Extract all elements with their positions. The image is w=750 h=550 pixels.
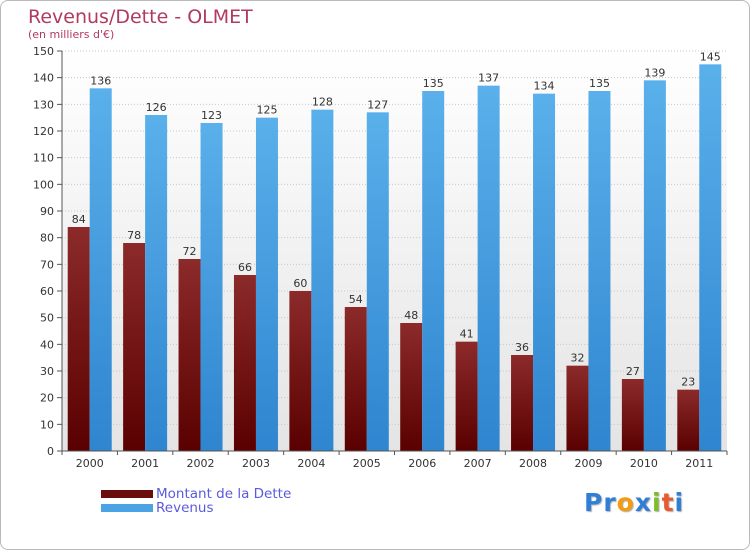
bar-dette	[233, 275, 256, 451]
x-tick-label: 2011	[685, 457, 713, 470]
logo-letter: i	[652, 488, 662, 517]
logo-letter: x	[634, 488, 652, 517]
x-tick-label: 2004	[297, 457, 325, 470]
logo-letter: r	[603, 488, 617, 517]
y-tick-label: 0	[47, 445, 54, 458]
data-label-revenus: 139	[644, 66, 665, 79]
bar-revenus	[145, 115, 168, 451]
bar-dette	[621, 379, 644, 451]
y-tick-label: 120	[33, 125, 54, 138]
legend-swatch-dette	[101, 490, 153, 498]
logo-letter: o	[616, 488, 635, 517]
data-label-revenus: 136	[90, 74, 111, 87]
bar-revenus	[366, 112, 389, 451]
bar-dette	[178, 259, 201, 451]
x-tick-label: 2002	[187, 457, 215, 470]
legend-label-revenus: Revenus	[156, 500, 214, 516]
chart-subtitle: (en milliers d'€)	[28, 28, 115, 41]
bar-revenus	[699, 64, 722, 452]
data-label-revenus: 137	[478, 72, 499, 85]
y-tick-label: 140	[33, 72, 54, 85]
bar-revenus	[200, 123, 223, 451]
x-tick-label: 2005	[353, 457, 381, 470]
bar-dette	[344, 307, 367, 451]
bar-dette	[566, 365, 589, 451]
data-label-revenus: 128	[312, 96, 333, 109]
bar-revenus	[477, 85, 500, 452]
logo-letter: i	[674, 488, 685, 517]
data-label-dette: 32	[570, 352, 584, 365]
bar-dette	[289, 291, 312, 451]
data-label-revenus: 135	[423, 77, 444, 90]
bar-revenus	[311, 109, 334, 452]
y-tick-label: 110	[33, 152, 54, 165]
y-tick-label: 130	[33, 98, 54, 111]
data-label-dette: 60	[293, 277, 307, 290]
y-tick-label: 100	[33, 178, 54, 191]
data-label-dette: 41	[460, 328, 474, 341]
y-tick-label: 150	[33, 45, 54, 58]
data-label-dette: 72	[183, 245, 197, 258]
x-tick-label: 2006	[408, 457, 436, 470]
bar-revenus	[533, 93, 556, 452]
proxiti-logo: Proxiti	[584, 488, 684, 517]
data-label-revenus: 134	[534, 80, 555, 93]
data-label-dette: 27	[626, 365, 640, 378]
data-label-revenus: 126	[146, 101, 167, 114]
bar-dette	[511, 355, 534, 451]
x-tick-label: 2010	[630, 457, 658, 470]
bar-dette	[400, 323, 423, 451]
plot-area	[62, 51, 727, 451]
y-tick-label: 30	[40, 365, 54, 378]
bar-dette	[677, 389, 700, 451]
data-label-revenus: 125	[256, 104, 277, 117]
data-label-dette: 54	[349, 293, 363, 306]
y-tick-label: 70	[40, 258, 54, 271]
y-tick-label: 20	[40, 392, 54, 405]
x-tick-label: 2008	[519, 457, 547, 470]
bar-dette	[455, 341, 478, 451]
x-tick-label: 2001	[131, 457, 159, 470]
x-tick-label: 2003	[242, 457, 270, 470]
bar-revenus	[643, 80, 666, 451]
data-label-revenus: 145	[700, 50, 721, 63]
logo-letter: t	[661, 488, 675, 517]
logo-letter: P	[584, 488, 604, 517]
bar-revenus	[422, 91, 445, 451]
data-label-dette: 78	[127, 229, 141, 242]
data-label-dette: 48	[404, 309, 418, 322]
data-label-revenus: 127	[367, 98, 388, 111]
bar-revenus	[255, 117, 278, 452]
y-tick-label: 90	[40, 205, 54, 218]
chart-title: Revenus/Dette - OLMET	[28, 6, 253, 28]
y-tick-label: 50	[40, 312, 54, 325]
data-label-revenus: 135	[589, 77, 610, 90]
bar-dette	[67, 227, 90, 451]
y-tick-label: 10	[40, 418, 54, 431]
x-tick-label: 2007	[464, 457, 492, 470]
y-tick-label: 80	[40, 232, 54, 245]
legend-swatch-revenus	[101, 504, 153, 512]
y-tick-label: 40	[40, 338, 54, 351]
x-tick-label: 2009	[574, 457, 602, 470]
bar-dette	[123, 243, 146, 451]
data-label-dette: 36	[515, 341, 529, 354]
bar-revenus	[89, 88, 112, 451]
y-tick-label: 60	[40, 285, 54, 298]
legend-label-dette: Montant de la Dette	[156, 486, 292, 502]
data-label-dette: 23	[681, 376, 695, 389]
x-tick-label: 2000	[76, 457, 104, 470]
data-label-revenus: 123	[201, 109, 222, 122]
data-label-dette: 84	[72, 213, 86, 226]
bar-revenus	[588, 91, 611, 451]
data-label-dette: 66	[238, 261, 252, 274]
